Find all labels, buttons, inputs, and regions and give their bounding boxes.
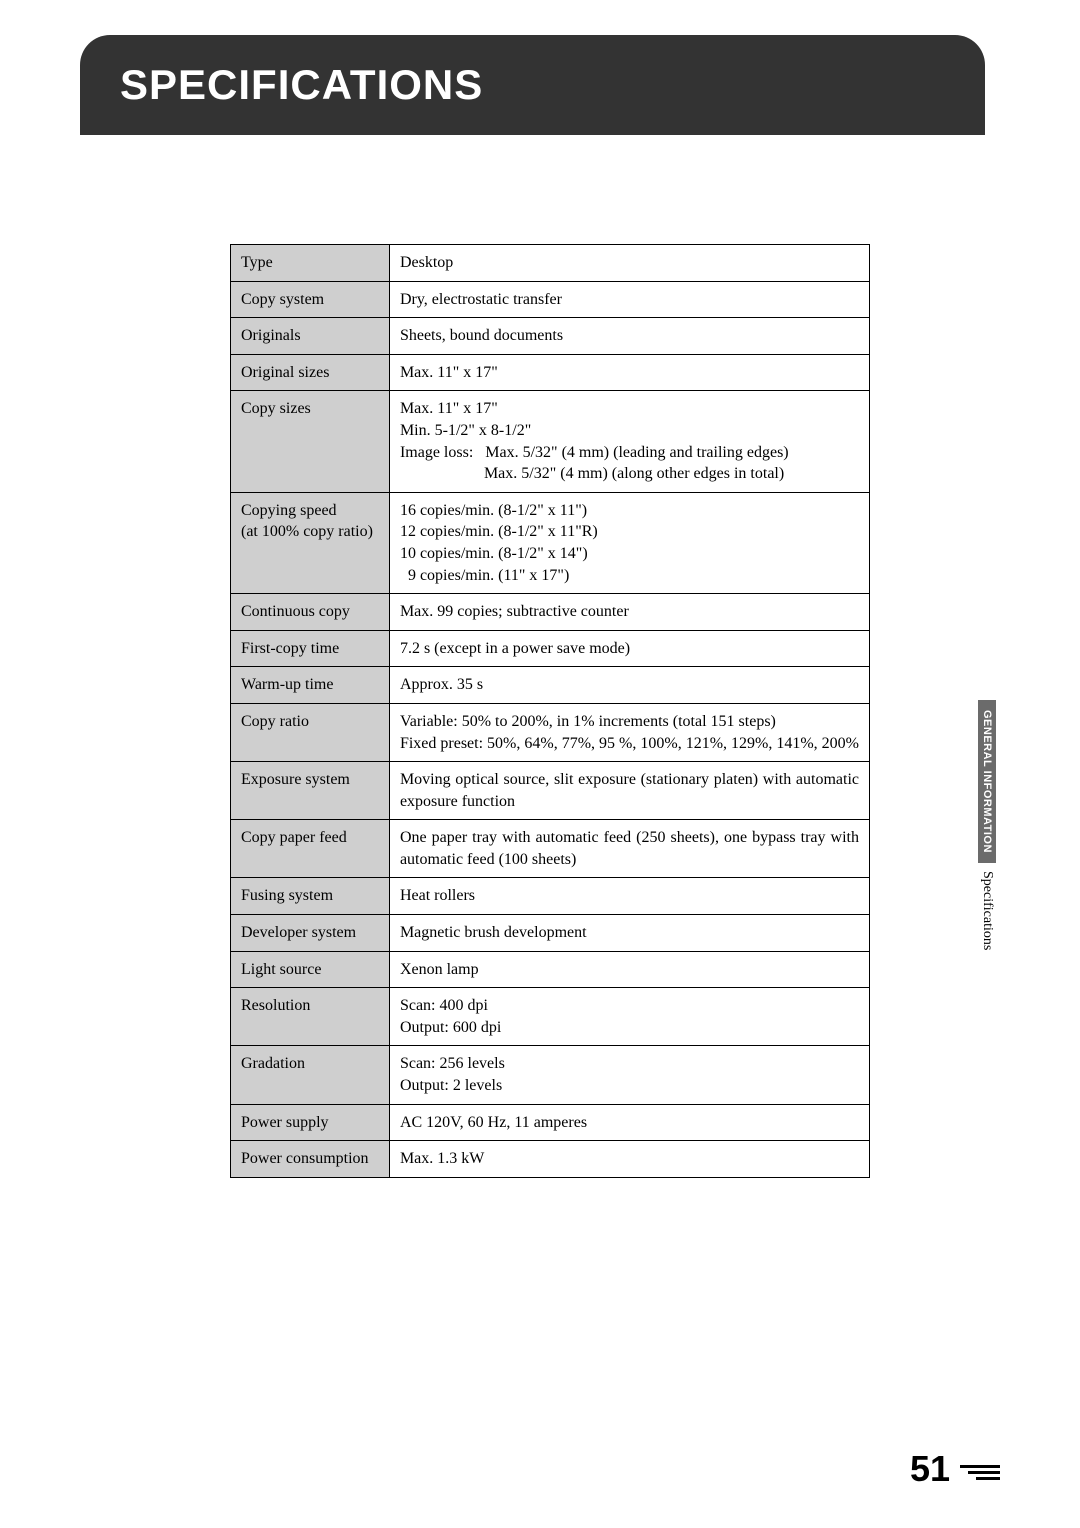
- page-title: SPECIFICATIONS: [120, 61, 483, 109]
- table-row: Original sizesMax. 11" x 17": [231, 354, 870, 391]
- table-row: Fusing systemHeat rollers: [231, 878, 870, 915]
- spec-value: Max. 11" x 17"Min. 5-1/2" x 8-1/2"Image …: [389, 391, 869, 492]
- spec-label: Developer system: [231, 915, 390, 952]
- spec-value: Scan: 400 dpiOutput: 600 dpi: [389, 988, 869, 1046]
- spec-label: Copy system: [231, 281, 390, 318]
- table-row: Continuous copyMax. 99 copies; subtracti…: [231, 594, 870, 631]
- spec-value: Approx. 35 s: [389, 667, 869, 704]
- table-row: First-copy time7.2 s (except in a power …: [231, 630, 870, 667]
- spec-label: Power supply: [231, 1104, 390, 1141]
- table-row: Exposure systemMoving optical source, sl…: [231, 762, 870, 820]
- spec-value: 7.2 s (except in a power save mode): [389, 630, 869, 667]
- spec-value: Heat rollers: [389, 878, 869, 915]
- spec-value: Sheets, bound documents: [389, 318, 869, 355]
- spec-value: Magnetic brush development: [389, 915, 869, 952]
- spec-label: Original sizes: [231, 354, 390, 391]
- table-row: ResolutionScan: 400 dpiOutput: 600 dpi: [231, 988, 870, 1046]
- page-decor-lines: [960, 1465, 1000, 1480]
- side-tab: GENERAL INFORMATION Specifications: [974, 700, 1000, 950]
- spec-label: Copy paper feed: [231, 820, 390, 878]
- spec-label: First-copy time: [231, 630, 390, 667]
- table-row: Copy sizesMax. 11" x 17"Min. 5-1/2" x 8-…: [231, 391, 870, 492]
- spec-label: Copy sizes: [231, 391, 390, 492]
- spec-label: Originals: [231, 318, 390, 355]
- spec-label: Type: [231, 245, 390, 282]
- spec-label: Exposure system: [231, 762, 390, 820]
- specifications-table: TypeDesktopCopy systemDry, electrostatic…: [230, 244, 870, 1178]
- spec-value: Max. 99 copies; subtractive counter: [389, 594, 869, 631]
- page-number: 51: [910, 1448, 950, 1490]
- specifications-table-body: TypeDesktopCopy systemDry, electrostatic…: [231, 245, 870, 1178]
- spec-value: Xenon lamp: [389, 951, 869, 988]
- spec-value: Scan: 256 levelsOutput: 2 levels: [389, 1046, 869, 1104]
- spec-value: 16 copies/min. (8-1/2" x 11")12 copies/m…: [389, 492, 869, 593]
- spec-label: Copying speed (at 100% copy ratio): [231, 492, 390, 593]
- spec-value: AC 120V, 60 Hz, 11 amperes: [389, 1104, 869, 1141]
- table-row: OriginalsSheets, bound documents: [231, 318, 870, 355]
- table-row: Copy systemDry, electrostatic transfer: [231, 281, 870, 318]
- spec-label: Continuous copy: [231, 594, 390, 631]
- table-row: Power supplyAC 120V, 60 Hz, 11 amperes: [231, 1104, 870, 1141]
- table-row: Copying speed (at 100% copy ratio)16 cop…: [231, 492, 870, 593]
- spec-value: Dry, electrostatic transfer: [389, 281, 869, 318]
- table-row: Power consumptionMax. 1.3 kW: [231, 1141, 870, 1178]
- table-row: Warm-up timeApprox. 35 s: [231, 667, 870, 704]
- spec-value: Variable: 50% to 200%, in 1% increments …: [389, 703, 869, 761]
- table-row: Copy ratioVariable: 50% to 200%, in 1% i…: [231, 703, 870, 761]
- side-tab-sub: Specifications: [979, 863, 995, 950]
- spec-value: Max. 11" x 17": [389, 354, 869, 391]
- table-row: TypeDesktop: [231, 245, 870, 282]
- spec-label: Power consumption: [231, 1141, 390, 1178]
- spec-label: Warm-up time: [231, 667, 390, 704]
- page-header: SPECIFICATIONS: [80, 35, 985, 135]
- table-row: Copy paper feedOne paper tray with autom…: [231, 820, 870, 878]
- table-row: Light sourceXenon lamp: [231, 951, 870, 988]
- spec-value: Max. 1.3 kW: [389, 1141, 869, 1178]
- spec-value: Desktop: [389, 245, 869, 282]
- spec-label: Fusing system: [231, 878, 390, 915]
- spec-label: Copy ratio: [231, 703, 390, 761]
- spec-label: Light source: [231, 951, 390, 988]
- spec-label: Gradation: [231, 1046, 390, 1104]
- spec-value: Moving optical source, slit exposure (st…: [389, 762, 869, 820]
- side-tab-section: GENERAL INFORMATION: [978, 700, 996, 863]
- spec-label: Resolution: [231, 988, 390, 1046]
- table-row: Developer systemMagnetic brush developme…: [231, 915, 870, 952]
- table-row: GradationScan: 256 levelsOutput: 2 level…: [231, 1046, 870, 1104]
- spec-value: One paper tray with automatic feed (250 …: [389, 820, 869, 878]
